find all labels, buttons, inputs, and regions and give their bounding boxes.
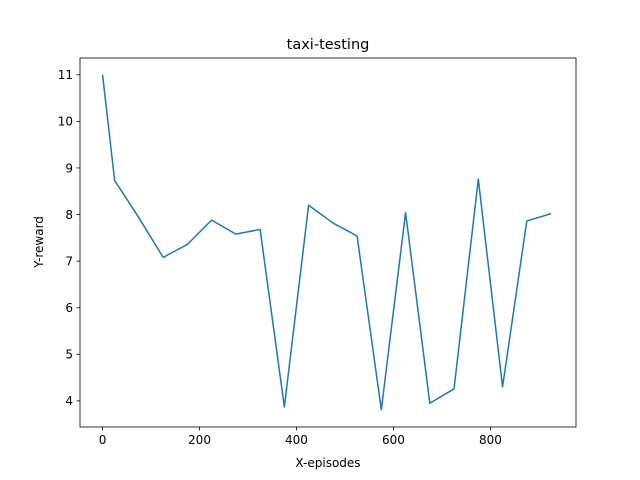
y-tick-label: 7 xyxy=(65,254,73,268)
x-tick-label: 400 xyxy=(285,433,308,447)
x-tick-label: 200 xyxy=(188,433,211,447)
axes-frame xyxy=(79,57,577,428)
chart-title: taxi-testing xyxy=(287,37,370,53)
y-tick-label: 10 xyxy=(58,115,73,129)
series-line-1 xyxy=(101,74,552,411)
plot-area: 0 200 400 600 800 4 5 6 7 8 9 10 11 xyxy=(58,57,577,447)
x-tick-label: 0 xyxy=(99,433,107,447)
y-tick-label: 11 xyxy=(58,68,73,82)
y-tick-label: 6 xyxy=(65,301,73,315)
y-axis-label: Y-reward xyxy=(32,216,46,269)
y-tick-label: 8 xyxy=(65,208,73,222)
y-tick-label: 9 xyxy=(65,161,73,175)
x-tick-label: 600 xyxy=(382,433,405,447)
y-tick-label: 5 xyxy=(65,348,73,362)
y-tick-label: 4 xyxy=(65,394,73,408)
x-tick-label: 800 xyxy=(479,433,502,447)
x-axis-label: X-episodes xyxy=(295,456,360,470)
